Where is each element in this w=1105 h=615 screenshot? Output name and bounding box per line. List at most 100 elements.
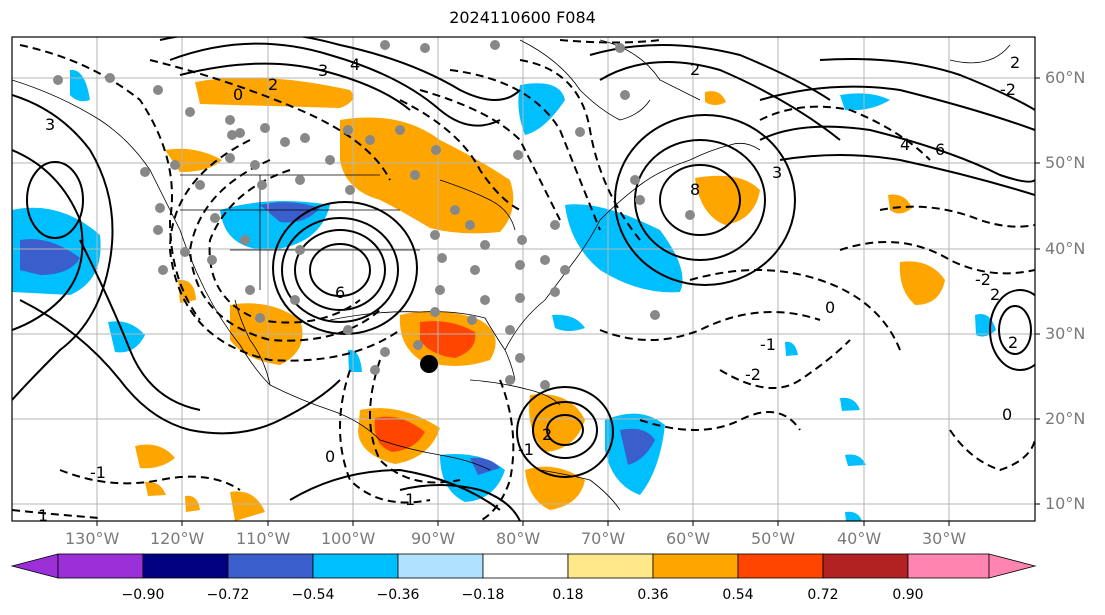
contour-label: -1 bbox=[760, 335, 776, 354]
lon-label: 60°W bbox=[666, 529, 711, 548]
anomaly-region bbox=[785, 341, 798, 356]
lat-label: 50°N bbox=[1045, 153, 1086, 172]
colorbar-segment bbox=[142, 553, 229, 579]
colorbar-segment bbox=[652, 553, 739, 579]
anomaly-region bbox=[145, 481, 166, 496]
lon-label: 110°W bbox=[236, 529, 291, 548]
anomaly-region bbox=[348, 349, 362, 372]
contour-label: 1 bbox=[38, 506, 48, 525]
contour-label: -2 bbox=[745, 365, 761, 384]
lon-label: 80°W bbox=[496, 529, 541, 548]
colorbar-tick-label: 0.72 bbox=[807, 587, 839, 603]
contour-labels: 0 2 3 4 6 8 4 6 0 1 -1 2 -2 0 1 2 3 -1 -… bbox=[38, 53, 1020, 525]
contour-label: -1 bbox=[90, 463, 106, 482]
lat-label: 20°N bbox=[1045, 409, 1086, 428]
colorbar-extend-low bbox=[10, 553, 59, 579]
contour-label: 0 bbox=[325, 447, 335, 466]
anomaly-region bbox=[840, 93, 890, 111]
anomaly-region bbox=[845, 454, 866, 466]
contour-label: 6 bbox=[935, 140, 945, 159]
anomaly-region bbox=[470, 457, 500, 475]
positive-contours bbox=[12, 37, 1035, 521]
lon-label: 130°W bbox=[65, 529, 120, 548]
anomaly-region bbox=[135, 444, 175, 469]
colorbar-tick-label: 0.54 bbox=[722, 587, 754, 603]
lat-label: 30°N bbox=[1045, 324, 1086, 343]
contour-label: 8 bbox=[690, 180, 700, 199]
contour-label: 2 bbox=[542, 425, 552, 444]
colorbar-segment bbox=[312, 553, 399, 579]
contour-label: -2 bbox=[1000, 80, 1016, 99]
anomaly-region bbox=[518, 83, 565, 135]
lon-label: 50°W bbox=[751, 529, 796, 548]
anomaly-region bbox=[108, 321, 145, 353]
contour-label: 0 bbox=[1002, 405, 1012, 424]
lat-label: 10°N bbox=[1045, 494, 1086, 513]
contour-label: 1 bbox=[405, 490, 415, 509]
anomaly-region bbox=[420, 321, 476, 358]
anomaly-region bbox=[195, 77, 354, 108]
contour-label: 3 bbox=[45, 115, 55, 134]
contour-label: 3 bbox=[318, 61, 328, 80]
anomaly-region bbox=[20, 239, 80, 275]
colorbar-tick-label: −0.54 bbox=[291, 587, 335, 603]
anomaly-region bbox=[260, 202, 320, 223]
contour-label: 2 bbox=[1008, 333, 1018, 352]
contour-label: 4 bbox=[900, 135, 910, 154]
colorbar-segment bbox=[907, 553, 990, 579]
anomaly-region bbox=[695, 175, 760, 225]
anomaly-region bbox=[888, 194, 912, 214]
colorbar-segment bbox=[227, 553, 314, 579]
anomaly-region bbox=[845, 511, 862, 521]
colorbar-tick-label: −0.90 bbox=[121, 587, 165, 603]
anomaly-region bbox=[340, 117, 514, 234]
contour-label: 2 bbox=[1010, 53, 1020, 72]
lat-label: 60°N bbox=[1045, 68, 1086, 87]
colorbar-segment bbox=[737, 553, 824, 579]
axis-ticks bbox=[96, 77, 1040, 526]
colorbar-segment bbox=[567, 553, 654, 579]
colorbar-segment bbox=[397, 553, 484, 579]
map-title: 2024110600 F084 bbox=[449, 8, 596, 27]
coastlines bbox=[12, 39, 1011, 511]
colorbar-segment bbox=[822, 553, 909, 579]
contour-label: 0 bbox=[233, 85, 243, 104]
contour-label: -2 bbox=[975, 270, 991, 289]
anomaly-region bbox=[552, 314, 585, 331]
contour-label: 2 bbox=[268, 75, 278, 94]
colorbar-segment bbox=[482, 553, 569, 579]
contour-label: 4 bbox=[350, 55, 360, 74]
lon-label: 30°W bbox=[922, 529, 967, 548]
contour-label: 0 bbox=[825, 298, 835, 317]
colorbar-tick-label: −0.18 bbox=[461, 587, 505, 603]
lat-label: 40°N bbox=[1045, 239, 1086, 258]
colorbar-segment bbox=[57, 553, 144, 579]
lon-label: 70°W bbox=[581, 529, 626, 548]
lon-label: 90°W bbox=[411, 529, 456, 548]
colorbar-tick-label: −0.36 bbox=[376, 587, 420, 603]
colorbar-tick-label: 0.36 bbox=[637, 587, 669, 603]
anomaly-region bbox=[899, 261, 945, 305]
anomaly-region bbox=[620, 428, 655, 465]
highlight-point-marker bbox=[420, 355, 438, 373]
colorbar bbox=[10, 553, 1037, 579]
anomaly-region bbox=[705, 91, 726, 105]
contour-label: 6 bbox=[335, 283, 345, 302]
contour-label: 3 bbox=[772, 163, 782, 182]
anomaly-region bbox=[840, 397, 860, 411]
lon-label: 120°W bbox=[150, 529, 205, 548]
contour-label: -1 bbox=[518, 440, 534, 459]
contour-label: 2 bbox=[690, 60, 700, 79]
lon-label: 100°W bbox=[321, 529, 376, 548]
colorbar-extend-high bbox=[988, 553, 1037, 579]
anomaly-region bbox=[374, 416, 425, 452]
shaded-regions bbox=[12, 69, 996, 521]
negative-contours bbox=[12, 39, 1035, 521]
anomaly-region bbox=[230, 491, 265, 521]
colorbar-tick-label: −0.72 bbox=[206, 587, 250, 603]
colorbar-tick-label: 0.18 bbox=[552, 587, 584, 603]
colorbar-tick-label: 0.90 bbox=[892, 587, 924, 603]
contour-label: 2 bbox=[990, 285, 1000, 304]
station-dots bbox=[53, 40, 695, 390]
